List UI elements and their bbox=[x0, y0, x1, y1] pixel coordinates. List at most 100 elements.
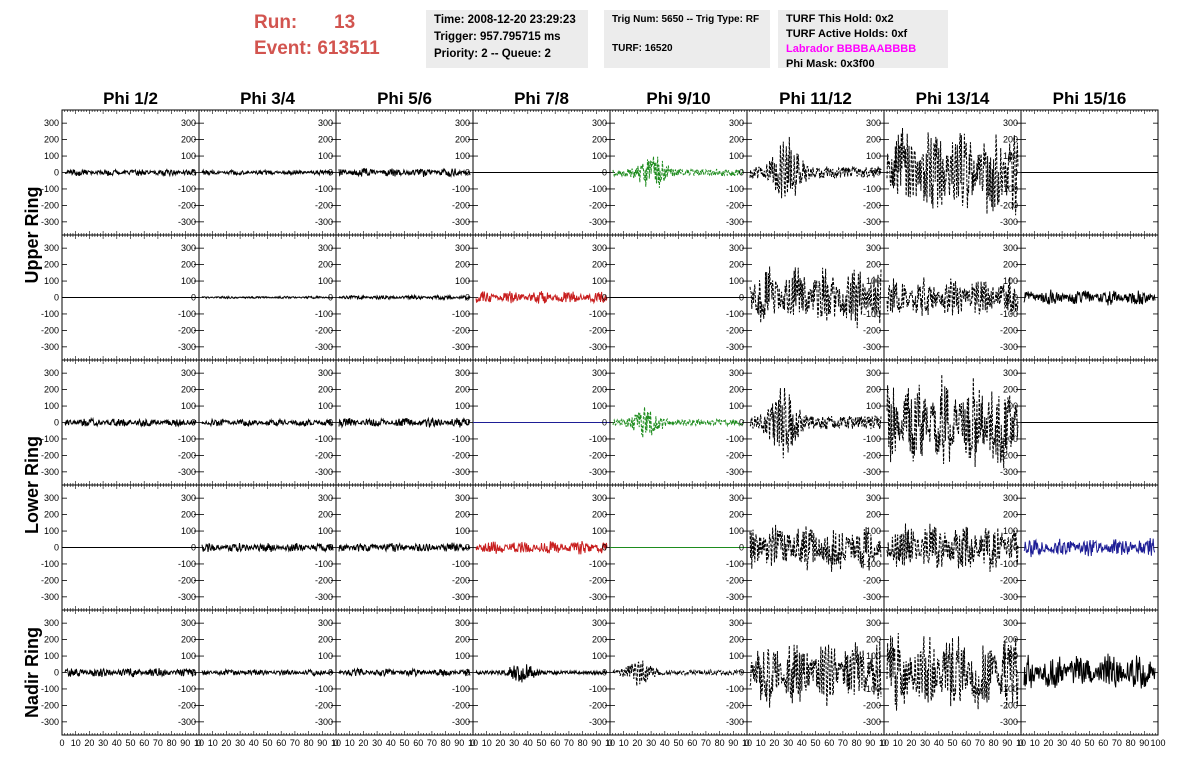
y-tick-label: 300 bbox=[455, 118, 470, 128]
y-tick-label: 300 bbox=[1003, 118, 1018, 128]
waveform bbox=[338, 167, 471, 178]
y-tick-label: -100 bbox=[1000, 434, 1018, 444]
waveform bbox=[338, 667, 471, 678]
y-tick-label: -100 bbox=[315, 184, 333, 194]
x-tick-label: 20 bbox=[632, 738, 642, 748]
y-tick-label: -100 bbox=[41, 309, 59, 319]
x-tick-label: 90 bbox=[865, 738, 875, 748]
y-tick-label: -300 bbox=[452, 717, 470, 727]
y-tick-label: -300 bbox=[1000, 467, 1018, 477]
y-tick-label: 200 bbox=[455, 260, 470, 270]
y-tick-label: 100 bbox=[181, 276, 196, 286]
y-tick-label: 200 bbox=[318, 510, 333, 520]
x-tick-label: 30 bbox=[98, 738, 108, 748]
y-tick-label: 0 bbox=[876, 418, 881, 428]
waveform bbox=[612, 156, 745, 188]
y-tick-label: 100 bbox=[44, 151, 59, 161]
y-tick-label: 200 bbox=[181, 635, 196, 645]
y-tick-label: 200 bbox=[592, 510, 607, 520]
y-tick-label: 0 bbox=[739, 668, 744, 678]
x-tick-label: 90 bbox=[591, 738, 601, 748]
y-tick-label: -100 bbox=[1000, 184, 1018, 194]
y-tick-label: 200 bbox=[866, 135, 881, 145]
y-tick-label: -100 bbox=[589, 559, 607, 569]
y-tick-label: 200 bbox=[729, 510, 744, 520]
waveform bbox=[1023, 537, 1155, 558]
y-tick-label: -200 bbox=[452, 450, 470, 460]
y-tick-label: 300 bbox=[1003, 493, 1018, 503]
y-tick-label: 300 bbox=[592, 243, 607, 253]
y-tick-label: 200 bbox=[318, 385, 333, 395]
y-tick-label: 0 bbox=[739, 543, 744, 553]
y-tick-label: -100 bbox=[315, 309, 333, 319]
waveform bbox=[338, 541, 471, 553]
y-tick-label: 0 bbox=[328, 418, 333, 428]
x-tick-label: 90 bbox=[1002, 738, 1012, 748]
x-tick-label: 10 bbox=[879, 738, 889, 748]
y-tick-label: 200 bbox=[181, 135, 196, 145]
waveform bbox=[749, 266, 882, 329]
turf-info-box: TURF This Hold: 0x2 TURF Active Holds: 0… bbox=[778, 10, 948, 70]
y-tick-label: -100 bbox=[452, 184, 470, 194]
y-tick-label: -200 bbox=[1000, 200, 1018, 210]
y-tick-label: -200 bbox=[178, 325, 196, 335]
row-label: Lower Ring bbox=[22, 436, 42, 534]
y-tick-label: 0 bbox=[465, 418, 470, 428]
y-tick-label: -300 bbox=[178, 217, 196, 227]
y-tick-label: -200 bbox=[589, 700, 607, 710]
y-tick-label: -100 bbox=[1000, 684, 1018, 694]
y-tick-label: -200 bbox=[863, 575, 881, 585]
x-tick-label: 30 bbox=[920, 738, 930, 748]
y-tick-label: -100 bbox=[41, 559, 59, 569]
y-tick-label: -300 bbox=[315, 592, 333, 602]
x-tick-label: 90 bbox=[728, 738, 738, 748]
y-tick-label: -300 bbox=[41, 217, 59, 227]
y-tick-label: 100 bbox=[592, 651, 607, 661]
y-tick-label: 0 bbox=[328, 543, 333, 553]
x-tick-label: 10 bbox=[208, 738, 218, 748]
y-tick-label: 200 bbox=[729, 260, 744, 270]
y-tick-label: 100 bbox=[318, 526, 333, 536]
y-tick-label: 0 bbox=[602, 543, 607, 553]
y-tick-label: 0 bbox=[1013, 418, 1018, 428]
y-tick-label: -100 bbox=[315, 684, 333, 694]
y-tick-label: -100 bbox=[863, 434, 881, 444]
y-tick-label: 0 bbox=[602, 668, 607, 678]
waveform bbox=[338, 293, 471, 301]
y-tick-label: 300 bbox=[318, 243, 333, 253]
y-tick-label: -200 bbox=[41, 700, 59, 710]
y-tick-label: -200 bbox=[726, 200, 744, 210]
y-tick-label: 0 bbox=[191, 418, 196, 428]
y-tick-label: 0 bbox=[54, 418, 59, 428]
y-tick-label: 0 bbox=[739, 293, 744, 303]
x-tick-label: 90 bbox=[454, 738, 464, 748]
x-tick-label: 80 bbox=[715, 738, 725, 748]
waveform bbox=[749, 641, 882, 708]
y-tick-label: 200 bbox=[866, 510, 881, 520]
y-tick-label: 300 bbox=[44, 493, 59, 503]
y-tick-label: 100 bbox=[729, 401, 744, 411]
y-tick-label: 200 bbox=[44, 635, 59, 645]
y-tick-label: 0 bbox=[191, 168, 196, 178]
y-tick-label: 300 bbox=[592, 368, 607, 378]
y-tick-label: 100 bbox=[44, 526, 59, 536]
y-tick-label: 300 bbox=[181, 118, 196, 128]
y-tick-label: 200 bbox=[318, 260, 333, 270]
x-tick-label: 80 bbox=[441, 738, 451, 748]
y-tick-label: 0 bbox=[465, 668, 470, 678]
x-tick-label: 70 bbox=[838, 738, 848, 748]
y-tick-label: -300 bbox=[589, 467, 607, 477]
y-tick-label: -100 bbox=[178, 434, 196, 444]
y-tick-label: 300 bbox=[866, 118, 881, 128]
y-tick-label: 100 bbox=[866, 276, 881, 286]
x-tick-label: 40 bbox=[660, 738, 670, 748]
x-tick-label: 20 bbox=[769, 738, 779, 748]
y-tick-label: 0 bbox=[876, 168, 881, 178]
y-tick-label: 100 bbox=[592, 276, 607, 286]
x-tick-label: 60 bbox=[824, 738, 834, 748]
y-tick-label: 100 bbox=[181, 401, 196, 411]
y-tick-label: 200 bbox=[455, 135, 470, 145]
x-tick-label: 20 bbox=[358, 738, 368, 748]
y-tick-label: -100 bbox=[589, 184, 607, 194]
y-tick-label: 200 bbox=[44, 385, 59, 395]
